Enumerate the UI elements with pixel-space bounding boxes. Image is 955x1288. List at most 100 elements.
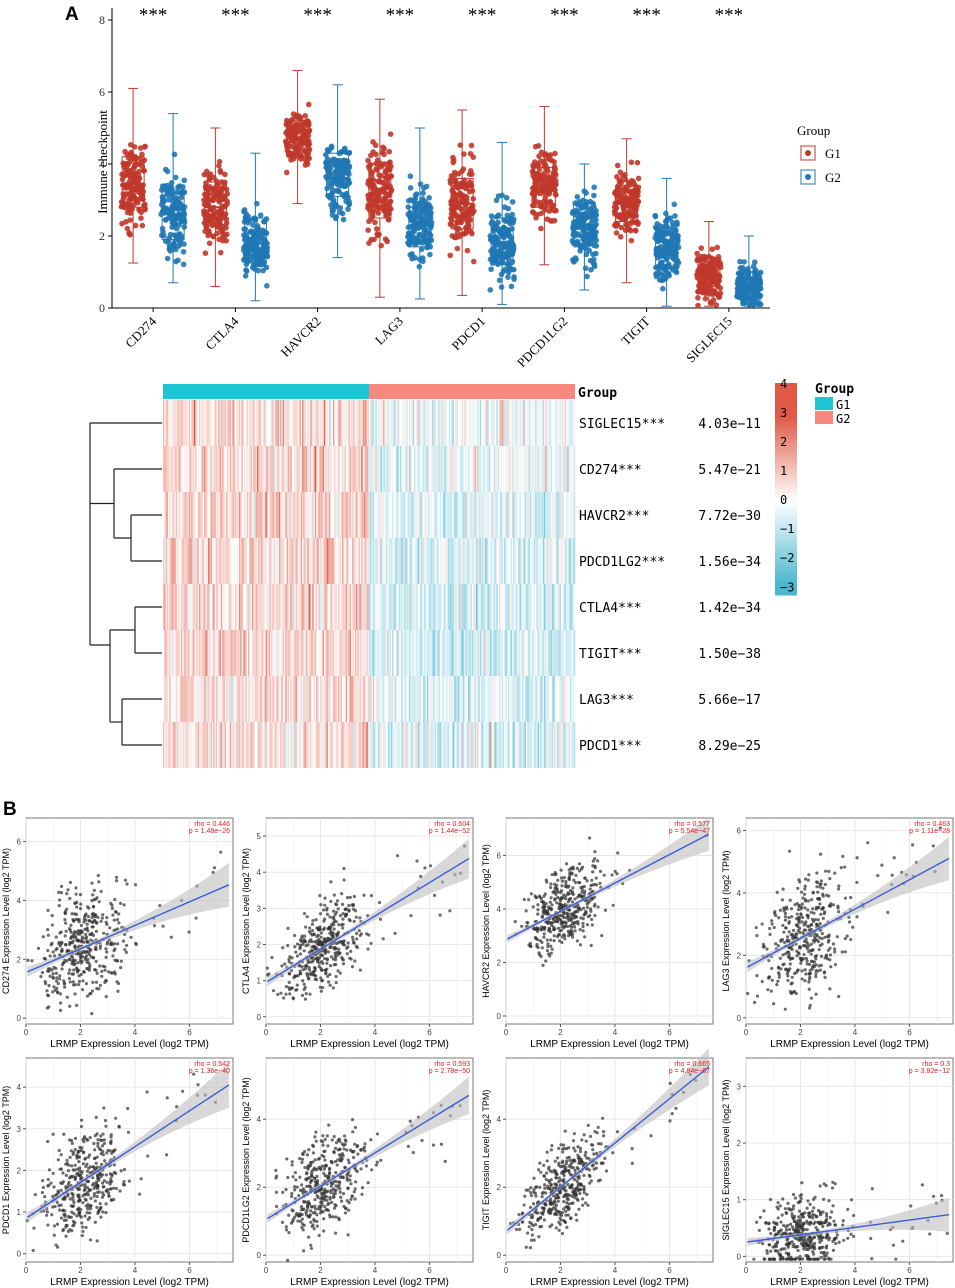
box-point xyxy=(294,121,301,128)
box-point xyxy=(625,196,632,203)
box-point xyxy=(221,233,228,239)
box-point xyxy=(508,283,515,290)
box-point xyxy=(532,143,539,150)
box-point xyxy=(735,277,741,283)
heatmap-p-value: 7.72e−30 xyxy=(698,509,761,524)
box-point xyxy=(372,207,378,214)
box-point xyxy=(448,222,455,228)
box-point xyxy=(663,217,670,224)
box-point xyxy=(286,150,292,157)
box-point xyxy=(123,160,130,167)
box-point xyxy=(346,179,353,186)
box-point xyxy=(346,171,352,178)
box-point xyxy=(253,227,259,234)
box-point xyxy=(221,195,227,202)
box-point xyxy=(668,240,674,247)
box-point xyxy=(169,194,176,200)
box-point xyxy=(496,277,503,284)
box-point xyxy=(757,292,764,299)
box-point xyxy=(141,157,148,164)
y-tick-label: 2 xyxy=(99,229,105,243)
box-point xyxy=(216,158,223,165)
box-point xyxy=(674,221,680,228)
box-point xyxy=(385,216,392,223)
box-point xyxy=(209,191,216,198)
box-point xyxy=(450,154,456,161)
box-point xyxy=(132,222,139,229)
box-point xyxy=(699,264,705,271)
box-point xyxy=(207,171,214,177)
box-point xyxy=(488,220,495,227)
box-point xyxy=(329,205,336,212)
box-point xyxy=(416,263,423,270)
box-point xyxy=(591,192,597,199)
box-point xyxy=(381,196,388,203)
box-point xyxy=(135,179,142,186)
box-point xyxy=(462,185,469,192)
box-point xyxy=(505,205,512,212)
box-point xyxy=(169,219,176,226)
box-point xyxy=(495,212,502,218)
box-point xyxy=(569,210,576,216)
box-point xyxy=(450,189,456,196)
box-point xyxy=(252,215,258,222)
box-point xyxy=(509,250,516,257)
box-point xyxy=(509,199,516,205)
box-point xyxy=(511,274,517,280)
box-point xyxy=(737,265,744,271)
box-point xyxy=(406,231,412,238)
box-point xyxy=(412,215,419,221)
box-point xyxy=(386,198,393,205)
heatmap-cell xyxy=(573,676,576,722)
box-point xyxy=(367,184,374,190)
heatmap-row-label: LAG3*** xyxy=(579,693,634,708)
box-point xyxy=(543,199,550,205)
box-point xyxy=(123,219,129,225)
box-point xyxy=(375,204,382,211)
box-point xyxy=(536,153,542,159)
box-point xyxy=(301,119,307,126)
box-point xyxy=(529,209,536,215)
box-point xyxy=(250,222,256,228)
box-point xyxy=(127,232,133,238)
box-point xyxy=(172,174,179,181)
box-point xyxy=(306,127,313,134)
box-point xyxy=(696,283,702,289)
box-point xyxy=(257,212,264,219)
heatmap-cell xyxy=(573,538,576,584)
box-point xyxy=(627,227,634,234)
box-point xyxy=(614,162,621,169)
box-point xyxy=(251,266,258,272)
box-point xyxy=(694,257,700,264)
box-point xyxy=(165,237,172,244)
box-point xyxy=(427,213,434,220)
box-point xyxy=(702,295,709,302)
heatmap-cell xyxy=(573,400,576,446)
box-point xyxy=(223,237,230,244)
box-point xyxy=(142,201,148,208)
box-point xyxy=(330,197,337,203)
box-point xyxy=(614,220,621,227)
box-point xyxy=(534,199,540,205)
box-point xyxy=(329,212,336,218)
box-point xyxy=(750,299,757,305)
box-point xyxy=(735,288,742,295)
box-point xyxy=(714,244,721,251)
box-point xyxy=(541,152,548,159)
box-point xyxy=(326,172,332,178)
box-point xyxy=(495,261,501,268)
box-point xyxy=(126,167,132,173)
box-point xyxy=(127,195,134,201)
y-tick-label: 6 xyxy=(99,85,105,99)
heatmap-row xyxy=(163,538,576,584)
box-point xyxy=(614,195,621,202)
box-point xyxy=(387,131,394,137)
box-point xyxy=(325,148,332,154)
box-point xyxy=(551,217,558,224)
box-point xyxy=(180,261,187,268)
heatmap-cell xyxy=(573,630,576,676)
box-point xyxy=(376,178,383,185)
box-point xyxy=(713,302,720,308)
box-point xyxy=(573,218,580,224)
